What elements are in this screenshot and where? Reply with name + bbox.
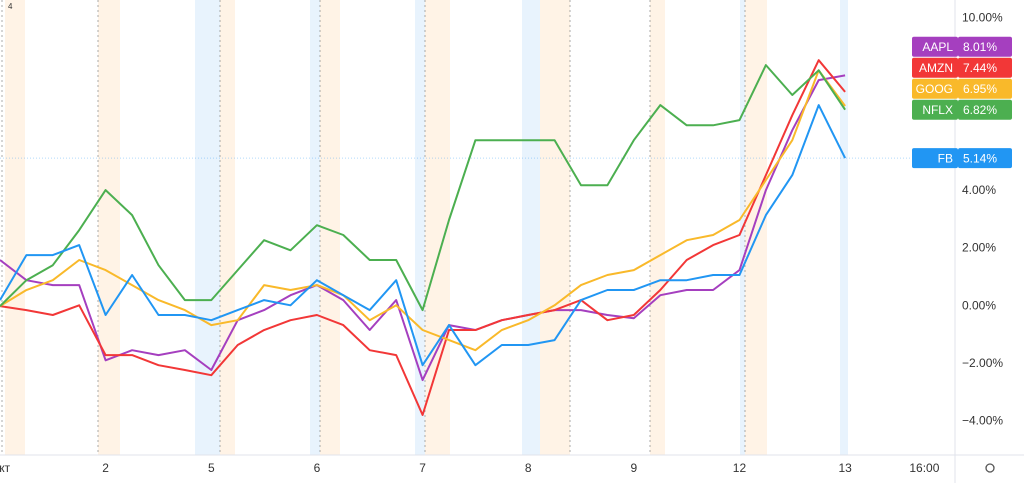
session-band bbox=[840, 0, 848, 455]
y-tick-label: 4.00% bbox=[962, 183, 996, 197]
legend-value-box bbox=[958, 99, 1012, 120]
legend-name: GOOG bbox=[916, 82, 953, 96]
x-tick-label: 6 bbox=[314, 461, 321, 475]
y-tick-label: 2.00% bbox=[962, 241, 996, 255]
legend-tag: NFLX 6.82% bbox=[912, 99, 1012, 120]
session-band bbox=[745, 0, 767, 455]
session-band bbox=[415, 0, 425, 455]
legend-name: AMZN bbox=[919, 61, 953, 75]
series-line bbox=[0, 64, 846, 312]
session-band bbox=[195, 0, 220, 455]
legend-value: 6.95% bbox=[963, 82, 997, 96]
x-tick-label: 2 bbox=[102, 461, 109, 475]
legend-value: 7.44% bbox=[963, 61, 997, 75]
x-tick-label: 13 bbox=[838, 461, 852, 475]
session-band bbox=[540, 0, 570, 455]
legend-name-box bbox=[912, 78, 958, 99]
legend-tag: GOOG 6.95% bbox=[912, 78, 1012, 99]
series-line bbox=[0, 59, 846, 416]
session-bands bbox=[1, 0, 848, 455]
legend-value: 6.82% bbox=[963, 103, 997, 117]
session-band bbox=[522, 0, 540, 455]
legend-name-box bbox=[912, 99, 958, 120]
session-band bbox=[98, 0, 120, 455]
legend-value-box bbox=[958, 57, 1012, 78]
legend-value-box bbox=[958, 78, 1012, 99]
series-line bbox=[0, 104, 846, 367]
legend-value-box bbox=[958, 148, 1012, 169]
legend-name-box bbox=[912, 57, 958, 78]
legend-name-box bbox=[912, 36, 958, 57]
x-tick-label: 12 bbox=[733, 461, 747, 475]
legend-name: AAPL bbox=[922, 40, 953, 54]
legend-value-box bbox=[958, 36, 1012, 57]
legend-name: NFLX bbox=[922, 103, 953, 117]
x-tick-label: 7 bbox=[419, 461, 426, 475]
legend-name: FB bbox=[938, 151, 953, 165]
x-tick-label: 9 bbox=[631, 461, 638, 475]
legend-value: 5.14% bbox=[963, 151, 997, 165]
y-tick-label: −2.00% bbox=[962, 356, 1003, 370]
session-band bbox=[650, 0, 665, 455]
x-tick-label: 16:00 bbox=[909, 461, 939, 475]
session-band bbox=[5, 0, 25, 455]
corner-label: 4 bbox=[8, 2, 13, 11]
legend-tag: FB 5.14% bbox=[912, 148, 1012, 169]
x-tick-label: 5 bbox=[208, 461, 215, 475]
y-tick-label: 0.00% bbox=[962, 298, 996, 312]
session-band bbox=[320, 0, 340, 455]
settings-button[interactable] bbox=[985, 463, 995, 473]
legend-value: 8.01% bbox=[963, 40, 997, 54]
y-tick-label: −4.00% bbox=[962, 413, 1003, 427]
session-band bbox=[220, 0, 235, 455]
x-tick-label: 8 bbox=[525, 461, 532, 475]
y-tick-label: 10.00% bbox=[962, 10, 1003, 24]
legend-name-box bbox=[912, 148, 958, 169]
legend-tag: AMZN 7.44% bbox=[912, 57, 1012, 78]
series-line bbox=[0, 74, 846, 382]
legend-tag: AAPL 8.01% bbox=[912, 36, 1012, 57]
x-tick-label: Окт bbox=[0, 461, 11, 475]
